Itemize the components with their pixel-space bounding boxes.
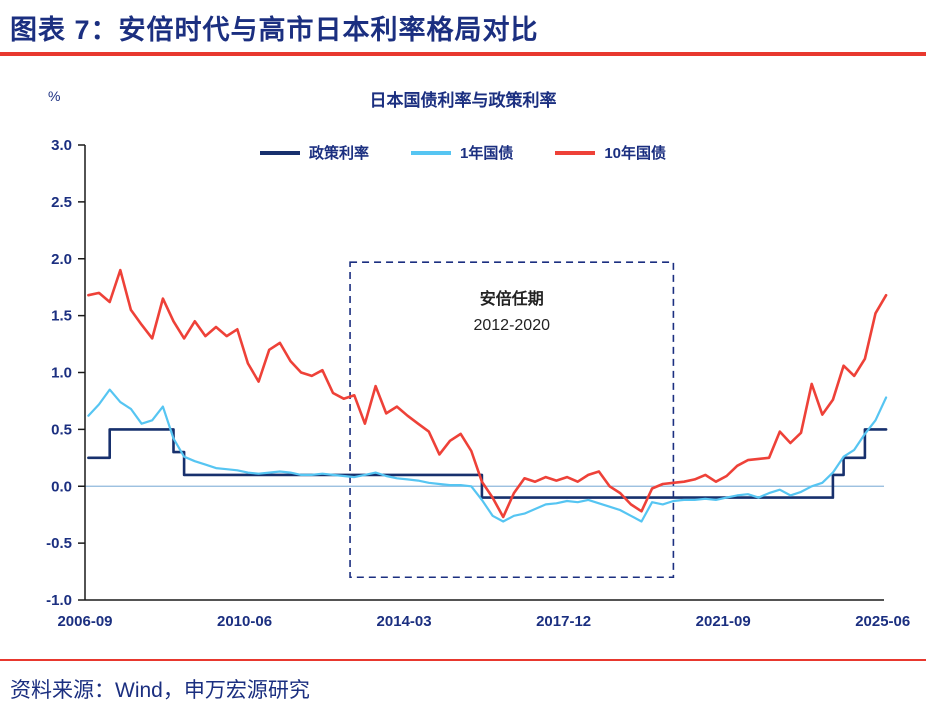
y-tick-label: 0.5 (51, 421, 72, 438)
legend-item-0: 政策利率 (259, 142, 369, 163)
chart-legend: 政策利率 1年国债 10年国债 (0, 142, 926, 163)
y-tick-label: 0.0 (51, 478, 72, 495)
y-tick-label: -1.0 (46, 592, 72, 609)
series-line-2 (87, 268, 888, 519)
legend-line-swatch-icon (555, 150, 596, 155)
x-tick-label: 2014-03 (377, 613, 432, 630)
legend-line-swatch-icon (259, 150, 300, 155)
x-tick-label: 2010-06 (217, 613, 272, 630)
legend-item-1: 1年国债 (410, 142, 514, 163)
x-tick-label: 2017-12 (536, 613, 591, 630)
x-tick-label: 2006-09 (57, 613, 112, 630)
annotation-text-line2: 2012-2020 (473, 317, 550, 334)
y-tick-label: 1.0 (51, 365, 72, 382)
y-tick-label: 1.5 (51, 308, 72, 325)
y-tick-label: 2.0 (51, 251, 72, 268)
x-tick-label: 2025-06 (855, 613, 910, 630)
x-tick-label: 2021-09 (696, 613, 751, 630)
series-line-0 (87, 428, 888, 499)
line-chart-plot: 安倍任期 2012-2020 3.0 2.5 2.0 1.5 1.0 0.5 0.0 -0.5 -1… (46, 137, 910, 630)
header-divider (0, 52, 926, 56)
source-note: 资料来源：Wind，申万宏源研究 (10, 679, 310, 702)
y-axis-unit-label: % (48, 88, 61, 104)
annotation-text-line1: 安倍任期 (480, 289, 544, 308)
legend-label: 10年国债 (604, 145, 667, 162)
legend-label: 1年国债 (459, 145, 514, 162)
legend-label: 政策利率 (308, 145, 369, 162)
legend-line-swatch-icon (410, 150, 451, 155)
chart-title: 日本国债利率与政策利率 (369, 91, 557, 110)
footer-divider (0, 659, 926, 661)
y-tick-label: 2.5 (51, 194, 72, 211)
legend-item-2: 10年国债 (555, 142, 666, 163)
series-line-1 (87, 388, 888, 523)
y-tick-label: -0.5 (46, 535, 72, 552)
abe-term-annotation-box (349, 261, 675, 579)
y-tick-label: 3.0 (51, 137, 72, 154)
figure-title: 图表 7：安倍时代与高市日本利率格局对比 (10, 15, 539, 45)
